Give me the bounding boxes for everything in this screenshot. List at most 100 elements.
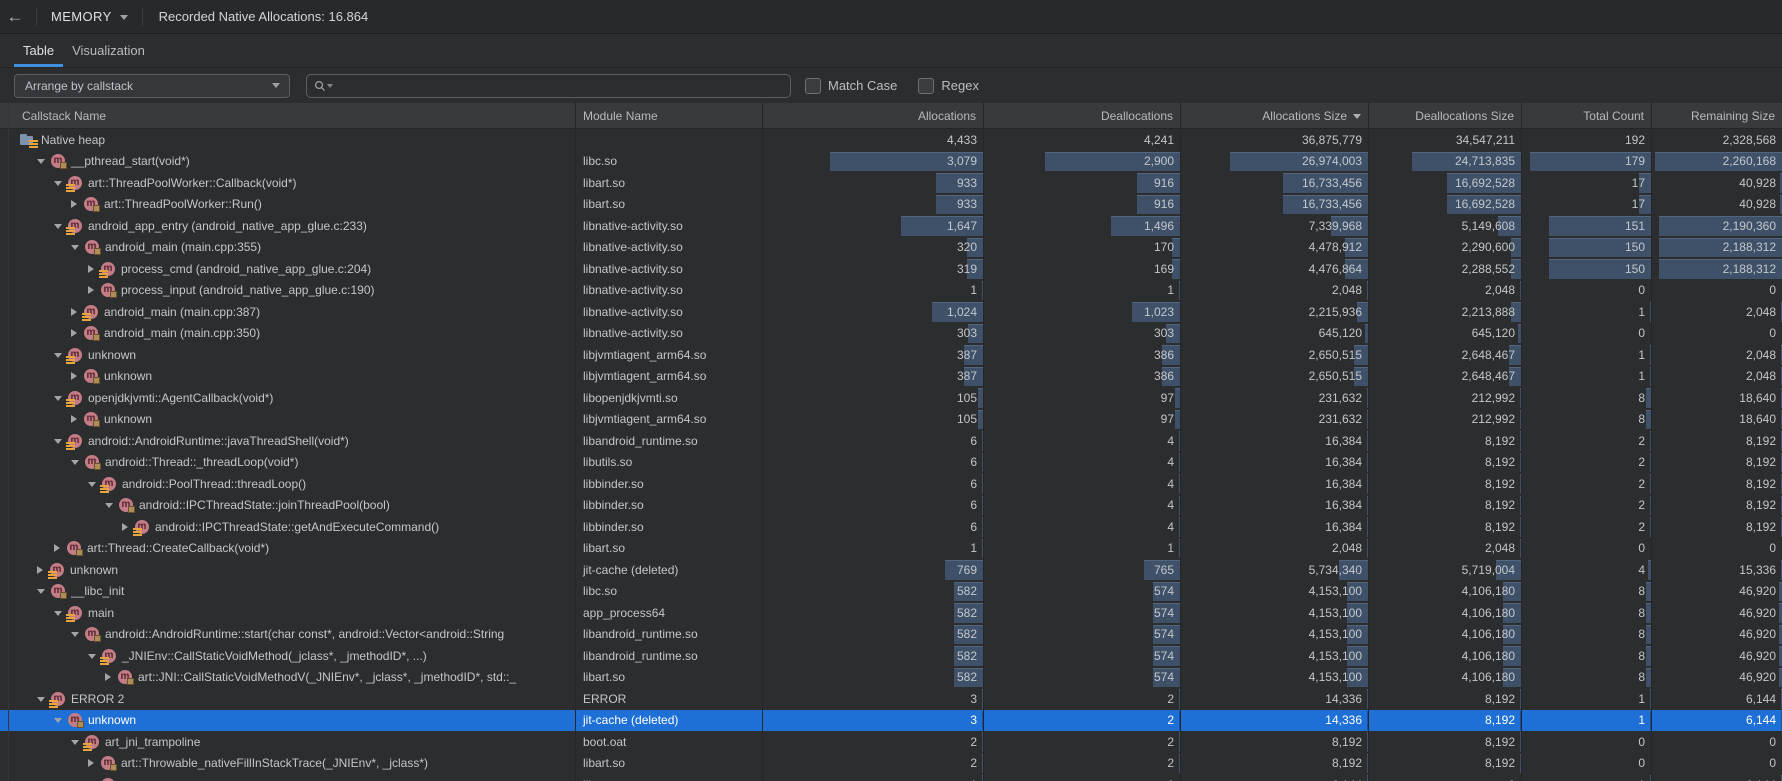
tree-expand-chevron-down-icon[interactable] [71,460,79,469]
table-row[interactable]: m art_jni_trampoline boot.oat 2 2 8,192 8,192 0… [0,731,1782,753]
tree-collapse-chevron-right-icon[interactable] [88,759,98,768]
tree-expand-chevron-down-icon[interactable] [54,718,62,727]
tree-collapse-chevron-right-icon[interactable] [71,200,81,209]
cell-value: 4,478,912 [1308,240,1362,255]
table-row[interactable]: m _JNIEnv::CallStaticVoidMethod(_jclass*,… [0,645,1782,667]
column-header-module-name[interactable]: Module Name [575,103,762,128]
table-row[interactable]: m art::Thread::CreateCallback(void*) libar… [0,538,1782,560]
table-row[interactable]: m art::JNI::CallStaticVoidMethodV(_JNIEnv… [0,667,1782,689]
column-header-allocations-size[interactable]: Allocations Size [1180,103,1368,128]
table-row[interactable]: m android::IPCThreadState::joinThreadPool… [0,495,1782,517]
tree-expand-chevron-down-icon[interactable] [71,632,79,641]
tree-collapse-chevron-right-icon[interactable] [54,544,64,553]
tree-collapse-chevron-right-icon[interactable] [37,565,47,574]
table-row[interactable]: m art::ThreadPoolWorker::Run() libart.so 93… [0,194,1782,216]
total-count-cell: 192 [1521,129,1651,151]
tree-expand-chevron-down-icon[interactable] [54,438,62,448]
cell-value: 2,048 [1484,283,1515,298]
table-row[interactable]: m android::Thread::_threadLoop(void*) libu… [0,452,1782,474]
table-row[interactable]: m android_main (main.cpp:350) libnative-ac… [0,323,1782,345]
tree-expand-chevron-down-icon[interactable] [54,223,62,233]
table-row[interactable]: m art::Throwable_nativeFillInStackTrace(_… [0,753,1782,775]
column-header-remaining-size[interactable]: Remaining Size [1651,103,1782,128]
table-row[interactable]: m __pthread_start(void*) libc.so 3,079 2,900… [0,151,1782,173]
tree-expand-chevron-down-icon[interactable] [54,180,62,190]
total-count-cell: 179 [1521,151,1651,173]
tree-expand-chevron-down-icon[interactable] [54,352,62,362]
table-row[interactable]: Native heap 4,433 4,241 36,875,779 34,547,21… [0,129,1782,151]
module-name: ERROR [583,691,627,706]
total-count-cell: 0 [1521,323,1651,345]
match-case-checkbox[interactable] [805,77,821,94]
tab-visualization[interactable]: Visualization [63,34,154,67]
tree-expand-chevron-down-icon[interactable] [88,653,96,663]
tree-expand-chevron-down-icon[interactable] [37,696,45,706]
table-row[interactable]: m process_input (android_native_app_glue.… [0,280,1782,302]
tree-expand-chevron-down-icon[interactable] [71,739,79,749]
back-arrow-icon[interactable]: ← [6,7,24,26]
allocations-cell: 582 [762,624,983,646]
tree-expand-chevron-down-icon[interactable] [54,395,62,405]
tree-expand-chevron-down-icon[interactable] [37,159,45,168]
cell-value: 769 [956,562,977,577]
value-bar [1447,173,1521,193]
column-header-deallocations-size[interactable]: Deallocations Size [1368,103,1521,128]
table-row[interactable]: m process_cmd (android_native_app_glue.c:… [0,258,1782,280]
table-row[interactable]: m openjdkjvmti::AgentCallback(void*) libop… [0,387,1782,409]
session-selector[interactable]: MEMORY [43,9,136,24]
table-row[interactable]: m __libc_init libc.so 582 574 4,153,100 4,106,… [0,581,1782,603]
table-row[interactable]: m art::ThreadPoolWorker::Callback(void*) l… [0,172,1782,194]
cell-value: 2,213,888 [1461,304,1515,319]
module-name: jit-cache (deleted) [583,713,679,728]
tree-expand-chevron-down-icon[interactable] [88,481,96,491]
tree-expand-chevron-down-icon[interactable] [54,610,62,620]
callstack-name: process_cmd (android_native_app_glue.c:2… [121,261,372,276]
table-row[interactable]: m android_main (main.cpp:387) libnative-ac… [0,301,1782,323]
value-bar [1498,216,1521,236]
table-row[interactable]: m unknown jit-cache (deleted) 769 765 5,734,3… [0,559,1782,581]
value-bar [1367,388,1368,408]
cell-value: 2,048 [1484,541,1515,556]
table-row[interactable]: m ERROR 2 ERROR 3 2 14,336 8,192 1 6,144 [0,688,1782,710]
table-row[interactable]: m unknown jit-cache (deleted) 3 2 14,336 8,192… [0,709,1782,731]
column-header-total-count[interactable]: Total Count [1521,103,1651,128]
tree-expand-chevron-down-icon[interactable] [71,245,79,254]
tree-collapse-chevron-right-icon[interactable] [88,264,98,273]
table-row[interactable]: m android::AndroidRuntime::javaThreadShel… [0,430,1782,452]
table-row[interactable]: m android::AndroidRuntime::start(char con… [0,624,1782,646]
table-row[interactable]: m main app_process64 582 574 4,153,100 4,106,1… [0,602,1782,624]
search-icon[interactable] [314,80,333,92]
column-header-deallocations[interactable]: Deallocations [983,103,1180,128]
table-row[interactable]: m android_app_entry (android_native_app_g… [0,215,1782,237]
method-icon: m [51,154,67,170]
search-box[interactable] [306,73,791,98]
tree-collapse-chevron-right-icon[interactable] [71,307,81,316]
tree-collapse-chevron-right-icon[interactable] [71,329,81,338]
table-row[interactable]: m android::IPCThreadState::getAndExecuteC… [0,516,1782,538]
regex-label: Regex [941,78,979,93]
regex-checkbox[interactable] [918,77,935,94]
tree-expand-chevron-down-icon[interactable] [105,503,113,512]
table-row[interactable]: m unknown libjvmtiagent_arm64.so 387 386 2,65… [0,344,1782,366]
deallocations-size-cell: 16,692,528 [1368,172,1521,194]
table-row[interactable]: m art::… libart.so1 0 6,144 0 1 6,144 [0,774,1782,781]
tree-collapse-chevron-right-icon[interactable] [71,415,81,424]
arrange-by-dropdown[interactable]: Arrange by callstack [14,73,290,98]
tab-table[interactable]: Table [14,34,64,67]
column-header-allocations[interactable]: Allocations [762,103,983,128]
deallocations-cell: 170 [983,237,1180,259]
column-header-callstack-name[interactable]: Callstack Name [14,103,575,128]
table-row[interactable]: m android_main (main.cpp:355) libnative-ac… [0,237,1782,259]
cell-value: 574 [1153,627,1174,642]
tree-collapse-chevron-right-icon[interactable] [105,673,115,682]
tree-collapse-chevron-right-icon[interactable] [122,522,132,531]
tree-collapse-chevron-right-icon[interactable] [71,372,81,381]
cell-value: 97 [1160,390,1174,405]
table-row[interactable]: m unknown libjvmtiagent_arm64.so 387 386 2,65… [0,366,1782,388]
tree-collapse-chevron-right-icon[interactable] [88,286,98,295]
allocations-size-cell: 6,144 [1180,774,1368,781]
search-input[interactable] [337,77,783,94]
table-row[interactable]: m unknown libjvmtiagent_arm64.so 105 97 231,6… [0,409,1782,431]
table-row[interactable]: m android::PoolThread::threadLoop() libbin… [0,473,1782,495]
tree-expand-chevron-down-icon[interactable] [37,589,45,598]
